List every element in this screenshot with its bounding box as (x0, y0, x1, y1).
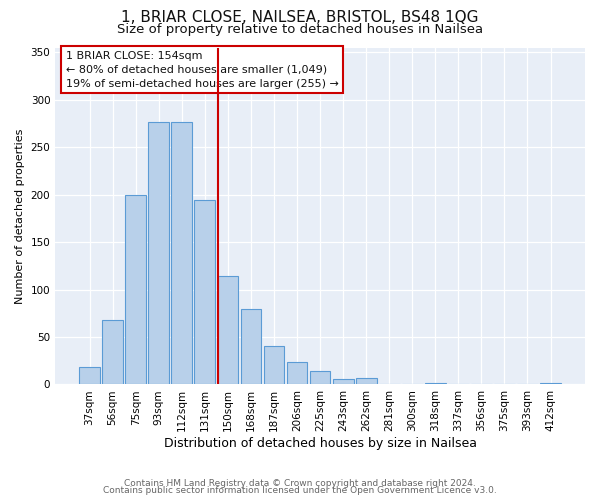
Bar (356, 378, 377, 384)
Bar (263, 346, 284, 385)
Bar (241, 310, 262, 384)
Bar (148, 122, 169, 384)
Bar (172, 122, 192, 384)
Text: Contains public sector information licensed under the Open Government Licence v3: Contains public sector information licen… (103, 486, 497, 495)
Bar (218, 276, 238, 384)
X-axis label: Distribution of detached houses by size in Nailsea: Distribution of detached houses by size … (164, 437, 476, 450)
Text: 1 BRIAR CLOSE: 154sqm
← 80% of detached houses are smaller (1,049)
19% of semi-d: 1 BRIAR CLOSE: 154sqm ← 80% of detached … (66, 51, 338, 89)
Text: 1, BRIAR CLOSE, NAILSEA, BRISTOL, BS48 1QG: 1, BRIAR CLOSE, NAILSEA, BRISTOL, BS48 1… (121, 10, 479, 25)
Bar (333, 379, 353, 384)
Bar (102, 320, 123, 384)
Bar (540, 382, 561, 384)
Bar (310, 371, 331, 384)
Bar (194, 200, 215, 384)
Bar (79, 368, 100, 384)
Bar (125, 194, 146, 384)
Text: Size of property relative to detached houses in Nailsea: Size of property relative to detached ho… (117, 22, 483, 36)
Y-axis label: Number of detached properties: Number of detached properties (15, 128, 25, 304)
Text: Contains HM Land Registry data © Crown copyright and database right 2024.: Contains HM Land Registry data © Crown c… (124, 478, 476, 488)
Bar (425, 382, 446, 384)
Bar (287, 362, 307, 384)
